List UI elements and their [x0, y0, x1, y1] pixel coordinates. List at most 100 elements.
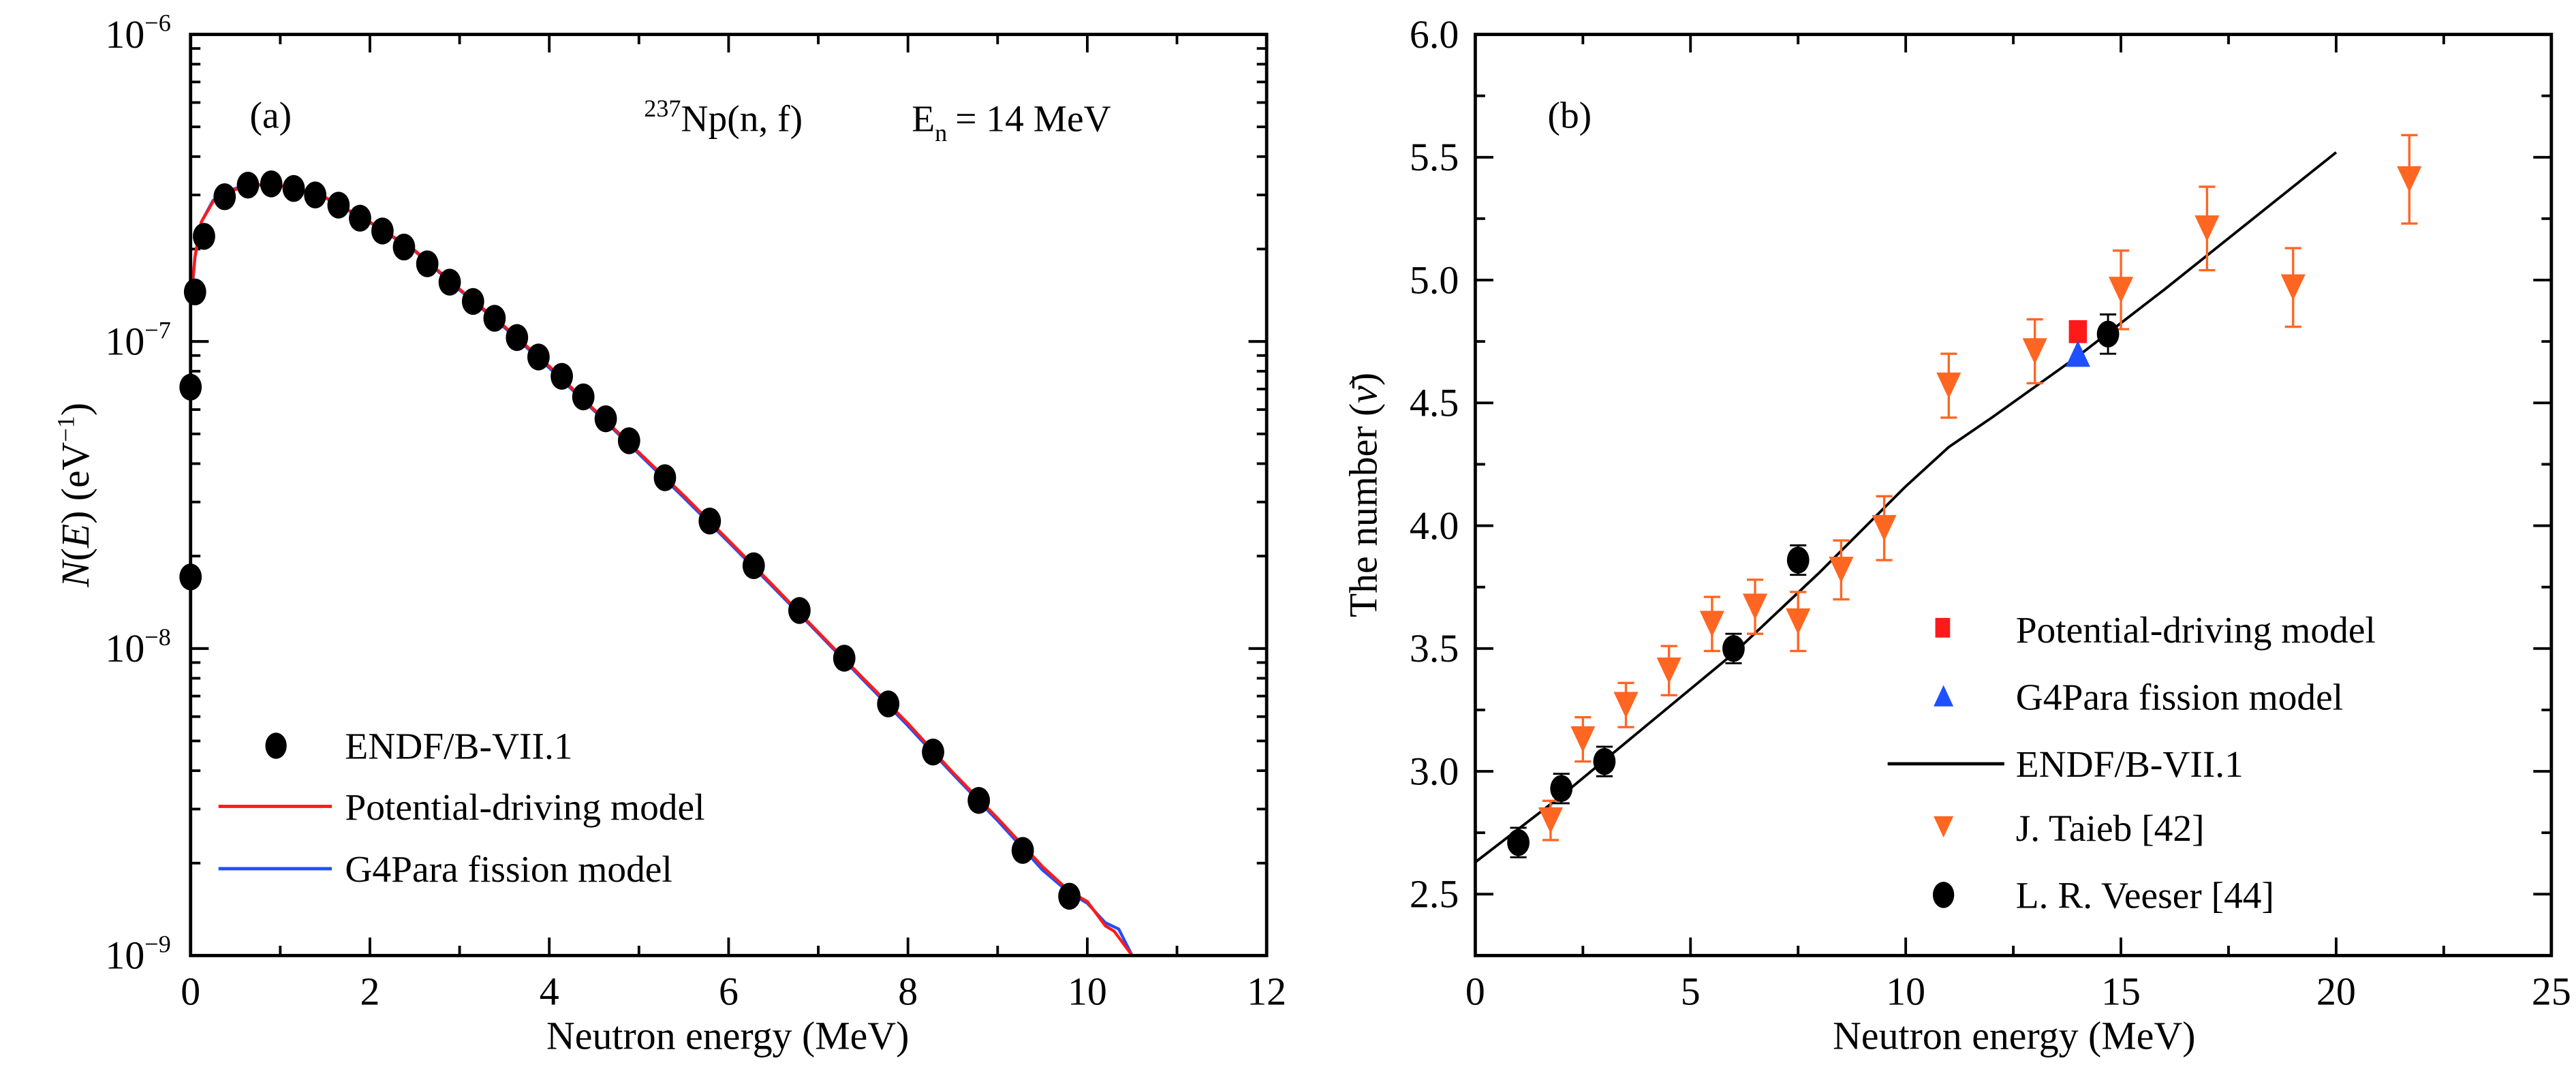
x-tick-label: 0	[1465, 970, 1485, 1014]
endf-data-point	[236, 171, 260, 199]
tick-exponent: −6	[144, 10, 170, 37]
endf-data-point	[483, 305, 506, 332]
legend-label: Potential-driving model	[2016, 609, 2376, 651]
endf-data-point	[572, 383, 595, 411]
y-tick-label: 4.0	[1410, 504, 1459, 548]
legend-label: L. R. Veeser [44]	[2016, 875, 2274, 916]
taieb-data-point	[2194, 215, 2220, 242]
veeser-data-point	[1593, 747, 1616, 775]
panel-a-label: (a)	[250, 95, 292, 136]
panel-b-y-tick-labels: 2.5 3.0 3.5 4.0 4.5 5.0 5.5 6.0	[1410, 12, 1459, 916]
panel-a-frame	[189, 33, 1269, 957]
tick-base: 10	[105, 626, 144, 670]
legend-item-endf: ENDF/B-VII.1	[1887, 743, 2244, 785]
x-tick-label: 12	[1247, 970, 1286, 1014]
y-title-close: )	[1341, 373, 1386, 386]
panel-a-legend: ENDF/B-VII.1 Potential-driving model G4P…	[218, 726, 705, 890]
y-tick-label: 5.5	[1410, 135, 1459, 179]
taieb-data-point	[1699, 610, 1724, 637]
endf-data-point	[327, 191, 350, 219]
potential-driving-model-line	[189, 183, 1134, 957]
endf-data-point	[416, 250, 439, 277]
legend-label: J. Taieb [42]	[2016, 807, 2205, 849]
x-tick-label: 2	[360, 970, 379, 1014]
endf-data-point	[550, 362, 574, 390]
endf-data-point	[922, 739, 944, 766]
tick-base: 10	[105, 319, 144, 363]
endf-evaluation-line	[1474, 151, 2338, 863]
g4para-fission-model-line	[189, 183, 1134, 957]
g4para-fission-model-point	[2065, 340, 2090, 367]
taieb-data-point	[1829, 557, 1854, 583]
legend-marker-square	[1935, 617, 1951, 638]
y-title-close: )	[53, 511, 97, 524]
y-title-text: The number (	[1341, 403, 1386, 617]
x-tick-label: 0	[181, 970, 200, 1014]
tick-exponent: −9	[144, 931, 170, 958]
endf-data-point	[392, 233, 416, 261]
panel-b-x-axis-title: Neutron energy (MeV)	[1833, 1014, 2195, 1058]
taieb-data-point	[1872, 514, 1897, 542]
veeser-data-point	[1786, 546, 1810, 574]
x-tick-label: 15	[2101, 970, 2141, 1014]
endf-data-point	[527, 343, 550, 371]
legend-marker-circle	[1932, 882, 1955, 908]
reaction-text: Np(n, f)	[681, 98, 803, 140]
legend-item-potential-driving: Potential-driving model	[218, 786, 705, 828]
panel-a-spectrum-chart: 0 2 4 6 8 10 12 10−610−710−810−9 Neutron energ…	[52, 10, 1286, 1058]
panel-a-y-axis-title: N(E) (eV−1)	[52, 403, 97, 588]
legend-label: G4Para fission model	[2016, 677, 2343, 718]
y-title-exp: −1	[52, 416, 79, 442]
legend-marker-circle	[265, 732, 287, 759]
taieb-data-point	[2397, 166, 2422, 193]
panel-b-plot-area	[1474, 134, 2422, 863]
veeser-data-point	[1722, 635, 1745, 662]
y-tick-label: 10−8	[105, 623, 170, 670]
tick-base: 10	[105, 12, 144, 57]
panel-a-x-tick-labels: 0 2 4 6 8 10 12	[181, 970, 1286, 1014]
taieb-data-point	[2022, 338, 2047, 365]
y-title-func: N	[53, 559, 97, 588]
endf-data-point	[193, 223, 215, 250]
taieb-data-point	[1656, 657, 1681, 684]
legend-item-veeser: L. R. Veeser [44]	[1932, 875, 2274, 916]
panel-a-x-axis-title: Neutron energy (MeV)	[546, 1014, 909, 1058]
y-title-unit: (eV	[53, 442, 97, 510]
endf-data-point	[304, 181, 327, 208]
veeser-data-point	[1550, 775, 1573, 803]
endf-data-point	[506, 324, 529, 352]
panel-b-frame	[1473, 33, 2554, 957]
potential-driving-model-point	[2068, 320, 2088, 343]
panel-b-ticks	[1474, 33, 2553, 957]
endf-data-point	[1011, 837, 1034, 864]
x-tick-label: 5	[1681, 970, 1701, 1014]
legend-item-endf: ENDF/B-VII.1	[265, 726, 573, 767]
y-tick-label: 5.0	[1410, 258, 1459, 302]
y-tick-label: 10−6	[105, 10, 170, 57]
endf-data-point	[282, 174, 305, 202]
x-tick-label: 25	[2532, 970, 2571, 1014]
panel-b-x-tick-labels: 0 5 10 15 20 25	[1465, 970, 2571, 1014]
panel-b-neutron-multiplicity-chart: 0 5 10 15 20 25 2.5 3.0 3.5 4.0 4.5 5.0 5.5 6.0 Neut…	[1341, 12, 2571, 1058]
isotope-mass: 237	[644, 95, 681, 122]
y-tick-label: 3.5	[1410, 626, 1459, 670]
endf-data-point	[371, 217, 394, 245]
y-tick-label: 2.5	[1410, 872, 1459, 916]
taieb-data-point	[2280, 274, 2306, 301]
legend-item-potential-driving: Potential-driving model	[1935, 609, 2376, 651]
energy-symbol: E	[912, 98, 935, 140]
panel-a-plot-area	[179, 170, 1134, 957]
legend-marker-triangle-up	[1934, 685, 1954, 707]
veeser-data-point	[1507, 829, 1530, 856]
reaction-annotation: 237Np(n, f)	[644, 95, 803, 140]
legend-label: G4Para fission model	[345, 848, 672, 890]
legend-item-g4para: G4Para fission model	[218, 848, 672, 890]
y-tick-label: 4.5	[1410, 381, 1459, 425]
energy-annotation: En = 14 MeV	[912, 98, 1111, 146]
y-title-open: (	[53, 548, 97, 561]
tick-base: 10	[105, 933, 144, 978]
energy-value: = 14 MeV	[955, 98, 1111, 140]
endf-data-point	[260, 170, 283, 198]
tick-exponent: −7	[144, 316, 170, 343]
panel-b-label: (b)	[1547, 95, 1592, 136]
